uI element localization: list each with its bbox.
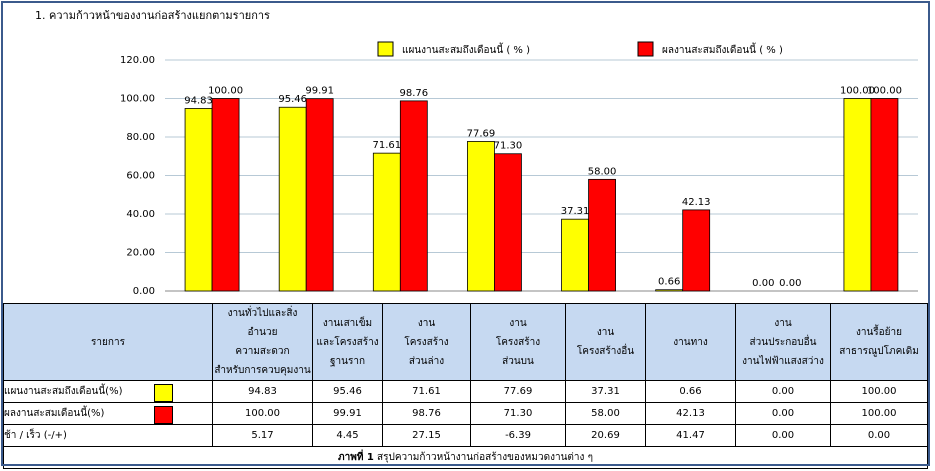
category-cell: งานโครงสร้างส่วนล่าง xyxy=(382,303,471,381)
category-label: ส่วนประกอบอื่น xyxy=(749,336,817,348)
bar xyxy=(467,141,495,292)
chart-title: 1. ความก้าวหน้าของงานก่อสร้างแยกตามรายกา… xyxy=(35,9,270,22)
category-label: งาน xyxy=(417,317,436,329)
row-name-text: ผลงานสะสมเดือนนี้(%) xyxy=(4,408,105,419)
value-label: 0.00 xyxy=(752,278,774,289)
data-table: รายการ งานทั่วไปและสิ่งอำนวย ความสะดวก สำหร… xyxy=(3,303,928,469)
caption-text: สรุปความก้าวหน้างานก่อสร้างของหมวดงานต่า… xyxy=(377,452,593,463)
category-label: งานรื้อย้าย xyxy=(855,327,903,338)
category-label: และโครงสร้าง xyxy=(316,336,379,348)
value-label: 100.00 xyxy=(840,86,875,97)
value-label: 77.69 xyxy=(467,128,496,139)
category-cell: งานทั่วไปและสิ่งอำนวยความสะดวกสำหรับการค… xyxy=(212,303,313,381)
bar xyxy=(870,98,899,292)
category-label: งานทั่วไปและสิ่งอำนวย xyxy=(227,308,298,338)
y-tick-label: 80.00 xyxy=(126,132,155,143)
bar xyxy=(184,108,213,292)
table-row: แผนงานสะสมถึงเดือนนี้(%) 94.83 95.46 71.61 7… xyxy=(3,380,928,403)
bar xyxy=(399,100,428,292)
header-cell: รายการ xyxy=(3,303,213,381)
value-label: 42.13 xyxy=(682,197,711,208)
legend-swatch xyxy=(637,41,654,57)
category-cell: งานรื้อย้ายสาธารณูปโภคเดิม xyxy=(830,303,928,381)
y-tick-label: 20.00 xyxy=(126,248,155,259)
row-name: แผนงานสะสมถึงเดือนนี้(%) xyxy=(3,380,213,403)
category-label: ส่วนล่าง xyxy=(408,355,445,367)
legend-swatch xyxy=(377,41,394,57)
category-label: ความสะดวก xyxy=(235,346,290,357)
category-label: งาน xyxy=(774,317,792,329)
row-name-text: แผนงานสะสมถึงเดือนนี้(%) xyxy=(4,386,123,397)
bar xyxy=(211,98,240,292)
table-row: ช้า / เร็ว (-/+) 5.17 4.45 27.15 -6.39 20.69 4… xyxy=(3,424,928,447)
row-swatch xyxy=(154,384,173,402)
category-label: โครงสร้าง xyxy=(495,336,541,348)
bar xyxy=(682,209,711,292)
y-tick-label: 60.00 xyxy=(126,171,155,182)
y-tick-label: 0.00 xyxy=(133,286,155,297)
category-cell: งานส่วนประกอบอื่นงานไฟฟ้าแสงสว่าง xyxy=(735,303,831,381)
bar xyxy=(305,98,334,292)
y-tick-label: 120.00 xyxy=(120,55,155,66)
row-swatch xyxy=(154,406,173,424)
category-cell: งานเสาเข็มและโครงสร้างฐานราก xyxy=(312,303,383,381)
category-label: โครงสร้าง xyxy=(404,336,449,348)
value-label: 71.30 xyxy=(494,141,523,152)
category-label: สาธารณูปโภคเดิม xyxy=(839,346,919,357)
category-label: ส่วนบน xyxy=(502,355,534,367)
value-label: 58.00 xyxy=(588,166,617,177)
category-label: สำหรับการควบคุมงาน xyxy=(214,365,311,376)
category-label: งาน xyxy=(509,317,527,329)
chart: 1. ความก้าวหน้าของงานก่อสร้างแยกตามรายกา… xyxy=(35,9,918,297)
value-label: 98.76 xyxy=(399,88,428,99)
value-label: 94.83 xyxy=(184,95,213,106)
y-tick-label: 40.00 xyxy=(126,209,155,220)
row-name-text: ช้า / เร็ว (-/+) xyxy=(4,430,67,441)
value-label: 99.91 xyxy=(305,86,334,97)
row-name: ช้า / เร็ว (-/+) xyxy=(3,424,213,447)
value-label: 0.66 xyxy=(658,277,680,288)
category-cell: งานโครงสร้างอื่น xyxy=(565,303,646,381)
category-cell: งานโครงสร้างส่วนบน xyxy=(470,303,566,381)
row-name: ผลงานสะสมเดือนนี้(%) xyxy=(3,402,213,425)
legend-label: แผนงานสะสมถึงเดือนนี้ ( % ) xyxy=(402,42,530,56)
bar xyxy=(494,153,522,292)
bar xyxy=(843,98,872,292)
bar xyxy=(561,218,589,292)
category-label: ฐานราก xyxy=(329,355,365,367)
value-label: 71.61 xyxy=(372,140,401,151)
value-label: 100.00 xyxy=(867,86,902,97)
caption-label: ภาพที่ 1 xyxy=(338,452,374,463)
category-label: งานเสาเข็ม xyxy=(322,317,373,329)
bar xyxy=(588,178,616,292)
value-label: 0.00 xyxy=(779,278,801,289)
value-label: 100.00 xyxy=(208,86,243,97)
category-label: โครงสร้างอื่น xyxy=(576,346,635,357)
bar xyxy=(278,106,307,292)
value-label: 37.31 xyxy=(561,206,590,217)
category-label: งาน xyxy=(596,327,615,338)
value-label: 95.46 xyxy=(278,94,307,105)
caption: ภาพที่ 1 สรุปความก้าวหน้างานก่อสร้างของห… xyxy=(3,446,928,469)
y-tick-label: 100.00 xyxy=(120,94,155,105)
category-label: งานทาง xyxy=(673,336,708,348)
bar xyxy=(372,152,401,292)
legend-label: ผลงานสะสมถึงเดือนนี้ ( % ) xyxy=(662,42,783,56)
category-label: งานไฟฟ้าแสงสว่าง xyxy=(742,355,824,367)
